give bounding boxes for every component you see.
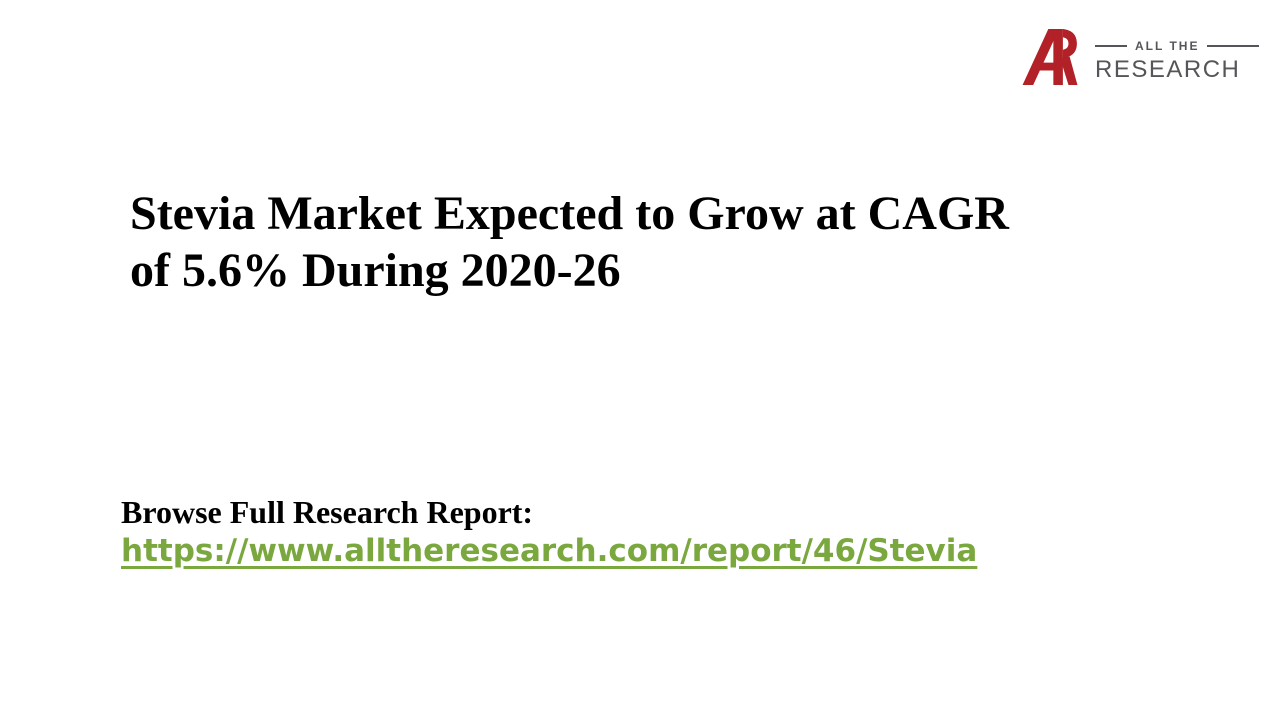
- logo-tagline-bottom: RESEARCH: [1095, 56, 1241, 83]
- report-label: Browse Full Research Report:: [121, 494, 534, 530]
- report-section: Browse Full Research Report: https://www…: [121, 494, 977, 570]
- logo-tagline-top: ALL THE: [1135, 39, 1200, 53]
- logo-rule-left-divider: [1095, 45, 1127, 47]
- atr-monogram-icon: [1022, 29, 1078, 85]
- slide-title: Stevia Market Expected to Grow at CAGR o…: [130, 187, 1009, 297]
- logo-rule-right-divider: [1207, 45, 1260, 47]
- report-url-link[interactable]: https://www.alltheresearch.com/report/46…: [121, 533, 978, 569]
- logo-wordmark: ALL THE RESEARCH: [1089, 27, 1260, 84]
- logo-topline: ALL THE: [1095, 39, 1260, 53]
- brand-logo: ALL THE RESEARCH: [1022, 27, 1260, 87]
